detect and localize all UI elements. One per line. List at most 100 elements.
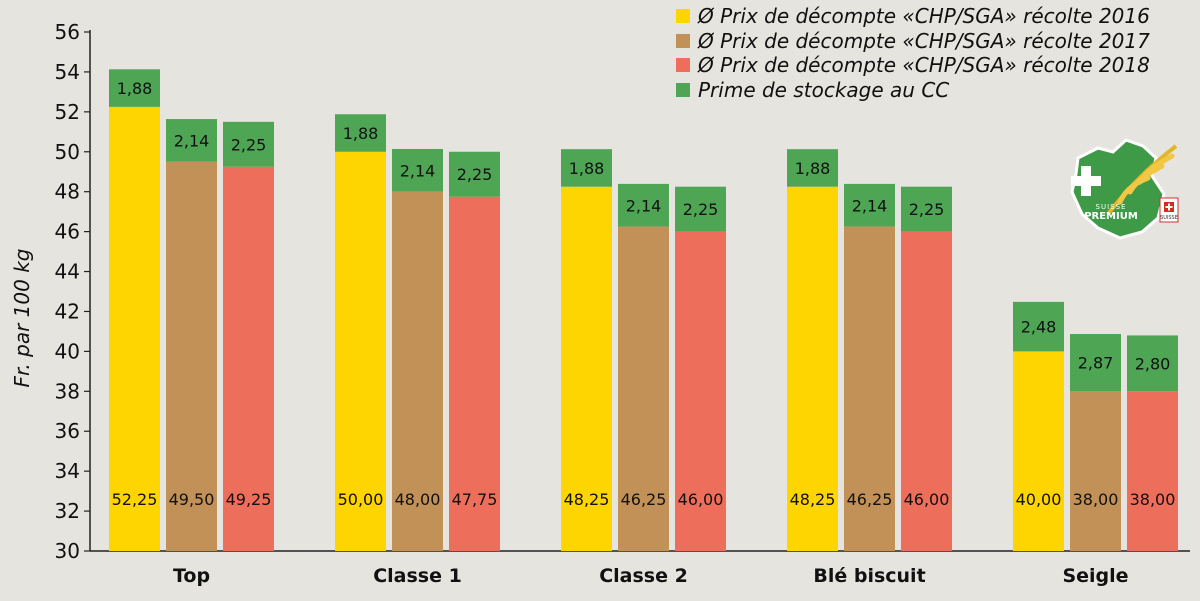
legend-swatch-premium xyxy=(676,82,690,97)
legend: Ø Prix de décompte «CHP/SGA» récolte 201… xyxy=(676,4,1150,102)
legend-item-2018: Ø Prix de décompte «CHP/SGA» récolte 201… xyxy=(676,53,1150,78)
y-tick-label: 30 xyxy=(55,539,80,563)
bar-base-label: 52,25 xyxy=(112,490,158,509)
y-tick-label: 50 xyxy=(55,140,80,164)
bar-premium-label: 2,14 xyxy=(174,131,210,150)
bar-base-label: 48,25 xyxy=(790,490,836,509)
y-tick-label: 32 xyxy=(55,499,80,523)
bar-premium xyxy=(675,186,726,232)
legend-item-premium: Prime de stockage au CC xyxy=(676,78,1150,103)
logo-cross-h xyxy=(1071,176,1101,186)
bar-base-label: 48,00 xyxy=(395,490,441,509)
y-tick-label: 36 xyxy=(55,419,80,443)
y-tick-label: 54 xyxy=(55,60,80,84)
bar-base-label: 49,50 xyxy=(169,490,215,509)
bar-base xyxy=(675,231,726,551)
bar-premium xyxy=(1070,334,1121,392)
bar-base xyxy=(1070,391,1121,551)
bar-base-label: 46,00 xyxy=(904,490,950,509)
y-tick-label: 38 xyxy=(55,379,80,403)
bar-premium xyxy=(618,183,669,227)
y-tick-label: 42 xyxy=(55,299,80,323)
legend-label-2016: Ø Prix de décompte «CHP/SGA» récolte 201… xyxy=(698,4,1150,29)
y-tick-label: 48 xyxy=(55,180,80,204)
bar-premium-label: 2,80 xyxy=(1135,354,1171,373)
y-tick-label: 44 xyxy=(55,260,80,284)
logo-text-line1: SUISSE xyxy=(1095,203,1127,211)
bar-base-label: 49,25 xyxy=(226,490,272,509)
bar-premium-label: 1,88 xyxy=(343,124,379,143)
bar-base-label: 46,25 xyxy=(847,490,893,509)
bar-premium xyxy=(787,149,838,187)
bar-premium xyxy=(901,186,952,232)
bar-base xyxy=(392,191,443,551)
bar-premium-label: 2,25 xyxy=(683,200,719,219)
bar-base xyxy=(844,226,895,551)
bar-premium-label: 1,88 xyxy=(117,79,153,98)
bar-premium xyxy=(109,69,160,107)
bar-base xyxy=(109,106,160,551)
x-category-label: Classe 1 xyxy=(373,565,462,587)
bar-base-label: 46,00 xyxy=(678,490,724,509)
logo-text-line2: PREMIUM xyxy=(1084,211,1138,222)
bar-premium xyxy=(223,121,274,167)
bar-premium-label: 1,88 xyxy=(569,159,605,178)
logo-text: SUISSE PREMIUM xyxy=(1068,202,1154,222)
y-tick-label: 56 xyxy=(55,20,80,44)
bar-premium-label: 2,48 xyxy=(1021,318,1057,337)
bar-premium xyxy=(449,151,500,197)
bar-base-label: 47,75 xyxy=(452,490,498,509)
bar-base xyxy=(1013,351,1064,551)
swiss-badge-text: SUISSE xyxy=(1160,215,1178,221)
y-tick-label: 46 xyxy=(55,220,80,244)
x-category-label: Blé biscuit xyxy=(813,565,925,587)
bar-base-label: 38,00 xyxy=(1130,490,1176,509)
bar-premium-label: 2,25 xyxy=(909,200,945,219)
bar-base-label: 40,00 xyxy=(1016,490,1062,509)
bar-premium-label: 2,87 xyxy=(1078,354,1114,373)
legend-label-2017: Ø Prix de décompte «CHP/SGA» récolte 201… xyxy=(698,28,1150,53)
legend-label-premium: Prime de stockage au CC xyxy=(698,77,950,102)
bar-premium xyxy=(166,119,217,162)
legend-swatch-2018 xyxy=(676,58,690,73)
bar-premium xyxy=(844,183,895,227)
bar-premium xyxy=(392,148,443,192)
legend-item-2017: Ø Prix de décompte «CHP/SGA» récolte 201… xyxy=(676,29,1150,54)
bar-base xyxy=(1127,391,1178,551)
bar-premium xyxy=(1013,301,1064,352)
bar-base xyxy=(223,166,274,551)
bar-base-label: 38,00 xyxy=(1073,490,1119,509)
bar-base-label: 46,25 xyxy=(621,490,667,509)
bar-premium xyxy=(1127,335,1178,392)
x-category-label: Top xyxy=(173,565,210,587)
bar-premium-label: 2,25 xyxy=(231,135,267,154)
x-category-label: Seigle xyxy=(1062,565,1128,587)
bar-base xyxy=(618,226,669,551)
y-tick-label: 52 xyxy=(55,100,80,124)
legend-swatch-2016 xyxy=(676,9,690,24)
y-tick-label: 40 xyxy=(55,339,80,363)
bar-base xyxy=(335,151,386,551)
bar-base-label: 48,25 xyxy=(564,490,610,509)
bar-base xyxy=(787,186,838,552)
bar-premium-label: 2,14 xyxy=(400,161,436,180)
legend-item-2016: Ø Prix de décompte «CHP/SGA» récolte 201… xyxy=(676,4,1150,29)
y-tick-label: 34 xyxy=(55,459,80,483)
bar-base xyxy=(561,186,612,552)
bar-base xyxy=(166,161,217,551)
legend-swatch-2017 xyxy=(676,33,690,48)
y-axis-label: Fr. par 100 kg xyxy=(10,248,34,388)
legend-label-2018: Ø Prix de décompte «CHP/SGA» récolte 201… xyxy=(698,53,1150,78)
suisse-premium-logo: SUISSE xyxy=(1070,138,1179,240)
bar-premium-label: 2,14 xyxy=(852,196,888,215)
bar-base-label: 50,00 xyxy=(338,490,384,509)
bar-premium xyxy=(561,149,612,187)
bar-premium-label: 1,88 xyxy=(795,159,831,178)
bar-premium xyxy=(335,114,386,152)
bar-base xyxy=(449,196,500,552)
bar-premium-label: 2,25 xyxy=(457,165,493,184)
x-category-label: Classe 2 xyxy=(599,565,688,587)
bar-premium-label: 2,14 xyxy=(626,196,662,215)
